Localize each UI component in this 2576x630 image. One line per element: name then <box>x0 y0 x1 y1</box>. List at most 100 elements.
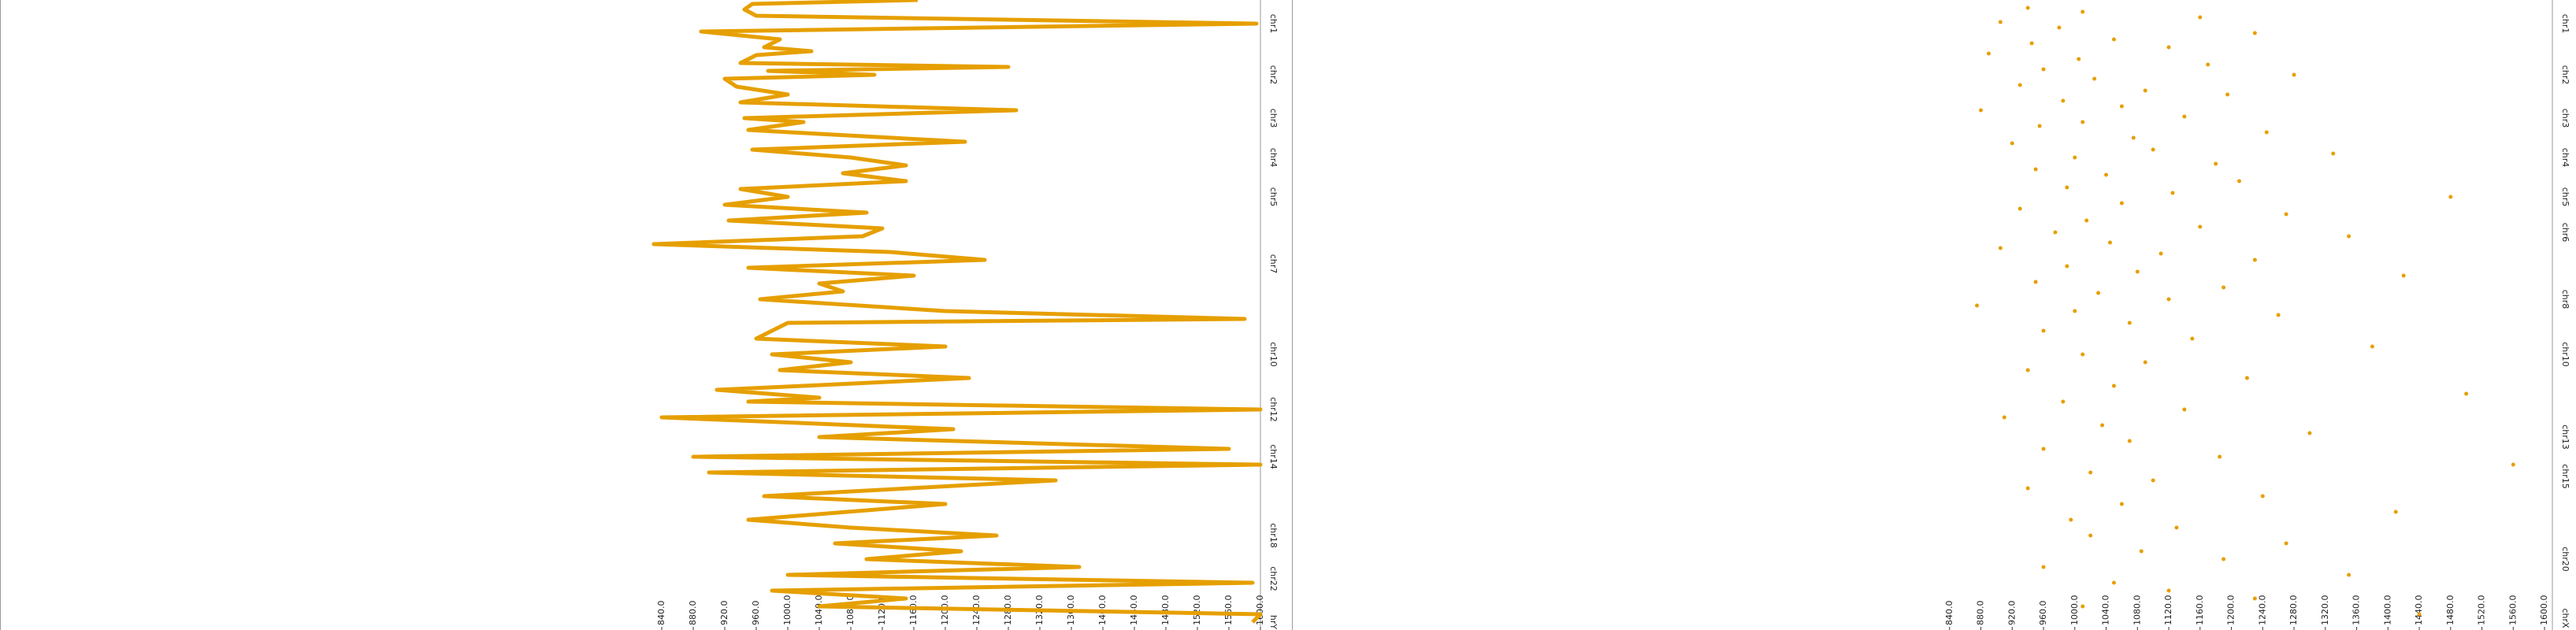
point <box>1979 108 1984 113</box>
x-tick-label: 1400.0 <box>2382 595 2392 626</box>
x-tick-label: 1160.0 <box>2195 595 2205 626</box>
point <box>2111 384 2116 388</box>
point <box>2025 486 2030 491</box>
chromosome-label: chr3 <box>2560 109 2570 128</box>
chromosome-label: chr22 <box>1268 566 1279 591</box>
point <box>2252 258 2257 262</box>
point <box>2002 415 2006 420</box>
point <box>2029 41 2034 46</box>
point <box>2127 439 2132 443</box>
point <box>2190 336 2195 341</box>
point <box>2108 240 2113 245</box>
point <box>2448 195 2453 199</box>
point <box>2166 297 2171 302</box>
point <box>2143 360 2147 365</box>
point <box>2417 612 2422 617</box>
point <box>2198 15 2203 20</box>
point <box>2139 549 2144 554</box>
point <box>2222 557 2226 561</box>
x-tick-label: 1520.0 <box>1192 595 1202 626</box>
point <box>2084 218 2089 223</box>
point <box>1975 303 1980 308</box>
point <box>2077 57 2081 61</box>
chromosome-label: chr6 <box>2560 223 2570 243</box>
x-tick-label: 1480.0 <box>2445 595 2455 626</box>
point <box>2401 273 2406 278</box>
point <box>2080 604 2085 609</box>
chromosome-label: chr1 <box>1268 14 1279 34</box>
point <box>2225 92 2230 97</box>
chromosome-label: chr14 <box>1268 444 1279 469</box>
x-tick-label: 960.0 <box>2038 601 2048 626</box>
chromosome-label: chr18 <box>1268 523 1279 548</box>
chromosome-label: chr20 <box>2560 547 2570 572</box>
x-tick-label: 1040.0 <box>814 595 824 626</box>
x-tick-label: 1080.0 <box>845 595 856 626</box>
point <box>2037 124 2042 128</box>
point <box>2170 191 2175 195</box>
point <box>2092 76 2097 81</box>
x-tick-label: 880.0 <box>688 601 698 626</box>
point <box>2061 399 2066 404</box>
point <box>2135 269 2140 274</box>
chromosome-label: chr5 <box>2560 187 2570 207</box>
point <box>2041 565 2046 569</box>
chromosome-label: chr15 <box>2560 464 2570 489</box>
x-tick-label: 880.0 <box>1976 601 1986 626</box>
point <box>2025 6 2030 10</box>
chromosome-label: chr12 <box>1268 397 1279 422</box>
chromosome-label: chr2 <box>2560 65 2570 85</box>
x-tick-label: 1320.0 <box>2320 595 2330 626</box>
chromosome-label: chr1 <box>2560 14 2570 34</box>
x-tick-label: 1000.0 <box>2069 595 2080 626</box>
point <box>2065 185 2069 190</box>
point <box>2073 155 2077 160</box>
point <box>2393 510 2398 514</box>
chromosome-label: chr3 <box>1268 109 1279 128</box>
x-tick-label: 1240.0 <box>2257 595 2267 626</box>
point <box>2041 447 2046 451</box>
point <box>2214 161 2218 166</box>
chromosome-label: chr4 <box>2560 148 2570 168</box>
line <box>651 0 1263 624</box>
x-tick-label: 1200.0 <box>2226 595 2236 626</box>
point <box>2053 230 2058 235</box>
point <box>2069 517 2073 522</box>
point <box>2111 37 2116 42</box>
point <box>2174 525 2179 530</box>
point <box>2025 368 2030 372</box>
x-tick-label: 840.0 <box>1944 601 1954 626</box>
point <box>2057 25 2062 30</box>
x-tick-label: 1480.0 <box>1160 595 1171 626</box>
point <box>2198 224 2203 229</box>
point <box>2010 141 2014 146</box>
point <box>2166 45 2171 50</box>
x-tick-label: 920.0 <box>2006 601 2017 626</box>
chromosome-label: chr10 <box>1268 342 1279 367</box>
point <box>2347 234 2351 239</box>
point <box>2096 291 2101 295</box>
point <box>2307 431 2312 435</box>
point <box>2264 130 2269 135</box>
x-tick-label: 1560.0 <box>2507 595 2518 626</box>
chromosome-label: chr7 <box>1268 254 1279 274</box>
point <box>2080 352 2085 357</box>
point <box>2065 264 2069 269</box>
point <box>2033 167 2038 172</box>
x-tick-label: 1280.0 <box>2288 595 2299 626</box>
point <box>2158 251 2163 256</box>
point <box>2151 478 2155 483</box>
point <box>2033 280 2038 284</box>
point <box>2073 309 2077 313</box>
x-tick-label: 920.0 <box>719 601 729 626</box>
chromosome-label: chr4 <box>1268 148 1279 168</box>
chromosome-label: chrX <box>2560 608 2570 628</box>
chromosome-label: chr13 <box>2560 424 2570 450</box>
point <box>2284 212 2288 217</box>
point <box>2292 72 2296 77</box>
chromosome-label: hrY <box>1268 615 1279 629</box>
point <box>2244 376 2249 380</box>
point <box>2236 179 2241 183</box>
point <box>2041 328 2046 333</box>
